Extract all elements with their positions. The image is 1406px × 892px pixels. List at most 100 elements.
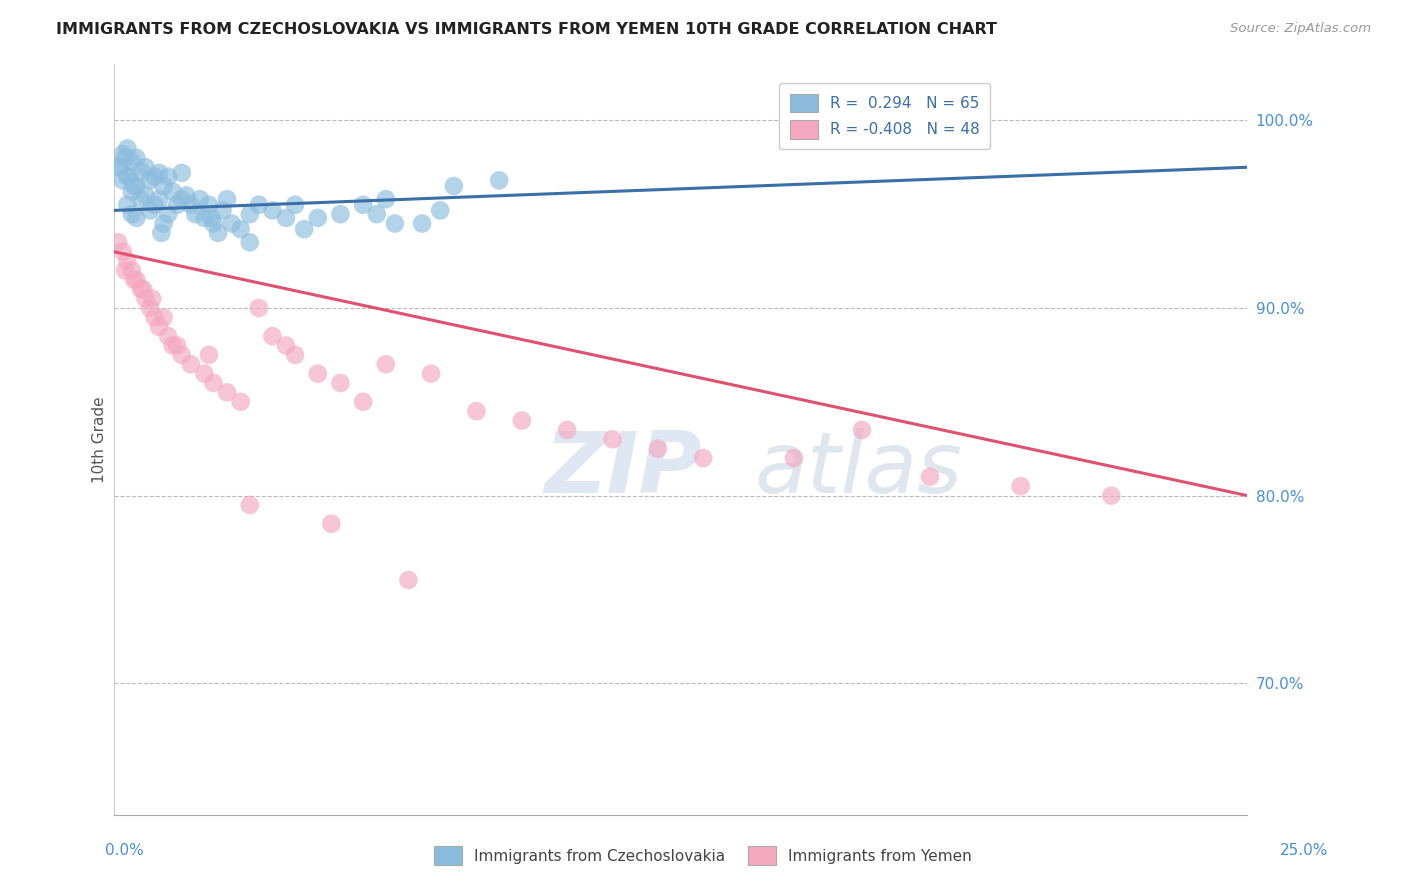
Point xyxy=(420,367,443,381)
Point xyxy=(157,329,180,343)
Point xyxy=(284,348,307,362)
Point xyxy=(247,198,270,212)
Point xyxy=(352,198,374,212)
Point xyxy=(122,179,145,194)
Point xyxy=(321,516,343,531)
Point xyxy=(384,217,406,231)
Point xyxy=(139,203,162,218)
Point xyxy=(139,173,162,187)
Point xyxy=(117,141,139,155)
Point xyxy=(239,498,262,512)
Point xyxy=(170,192,193,206)
Point xyxy=(125,151,148,165)
Text: atlas: atlas xyxy=(754,428,962,511)
Point xyxy=(107,235,129,250)
Point xyxy=(217,192,239,206)
Point xyxy=(262,329,284,343)
Point xyxy=(374,192,396,206)
Point xyxy=(117,169,139,184)
Point xyxy=(184,207,207,221)
Point xyxy=(851,423,873,437)
Point xyxy=(193,211,215,225)
Point xyxy=(229,222,252,236)
Point xyxy=(157,169,180,184)
Point xyxy=(152,179,174,194)
Point xyxy=(152,217,174,231)
Text: Source: ZipAtlas.com: Source: ZipAtlas.com xyxy=(1230,22,1371,36)
Point xyxy=(602,432,624,446)
Point xyxy=(918,470,941,484)
Point xyxy=(111,244,134,259)
Point xyxy=(692,451,714,466)
Point xyxy=(274,338,297,352)
Point xyxy=(307,211,329,225)
Point xyxy=(114,151,136,165)
Point xyxy=(229,394,252,409)
Point xyxy=(329,207,352,221)
Point xyxy=(132,282,155,296)
Point xyxy=(202,376,225,390)
Point xyxy=(398,573,420,587)
Point xyxy=(239,207,262,221)
Point xyxy=(117,254,139,268)
Point xyxy=(239,235,262,250)
Point xyxy=(374,357,396,371)
Point xyxy=(488,173,510,187)
Text: 25.0%: 25.0% xyxy=(1281,843,1329,858)
Point xyxy=(141,292,163,306)
Point xyxy=(143,310,166,325)
Point xyxy=(170,166,193,180)
Point xyxy=(162,185,184,199)
Point xyxy=(111,147,134,161)
Point xyxy=(180,357,202,371)
Point xyxy=(125,179,148,194)
Point xyxy=(465,404,488,418)
Point xyxy=(207,226,229,240)
Point xyxy=(129,192,152,206)
Point xyxy=(111,173,134,187)
Point xyxy=(121,185,143,199)
Point xyxy=(157,207,180,221)
Point xyxy=(148,192,170,206)
Point xyxy=(152,310,174,325)
Point xyxy=(110,161,132,175)
Point xyxy=(1010,479,1032,493)
Point xyxy=(307,367,329,381)
Point xyxy=(121,154,143,169)
Text: ZIP: ZIP xyxy=(544,428,702,511)
Point xyxy=(122,273,145,287)
Point xyxy=(117,198,139,212)
Point xyxy=(148,166,170,180)
Point xyxy=(1099,489,1122,503)
Point xyxy=(134,188,156,202)
Point xyxy=(217,385,239,400)
Point xyxy=(555,423,578,437)
Point xyxy=(143,198,166,212)
Point xyxy=(411,217,433,231)
Point xyxy=(134,161,156,175)
Point xyxy=(247,301,270,315)
Point xyxy=(443,179,465,194)
Text: IMMIGRANTS FROM CZECHOSLOVAKIA VS IMMIGRANTS FROM YEMEN 10TH GRADE CORRELATION C: IMMIGRANTS FROM CZECHOSLOVAKIA VS IMMIGR… xyxy=(56,22,997,37)
Point xyxy=(366,207,388,221)
Point xyxy=(170,348,193,362)
Text: 0.0%: 0.0% xyxy=(105,843,145,858)
Point xyxy=(193,367,215,381)
Point xyxy=(150,226,173,240)
Point xyxy=(107,161,129,175)
Point xyxy=(647,442,669,456)
Point xyxy=(188,192,211,206)
Point xyxy=(121,207,143,221)
Point xyxy=(166,338,188,352)
Point xyxy=(118,169,141,184)
Point xyxy=(429,203,451,218)
Point xyxy=(352,394,374,409)
Point xyxy=(198,348,221,362)
Point xyxy=(510,413,533,427)
Point xyxy=(143,169,166,184)
Point xyxy=(121,263,143,277)
Point xyxy=(329,376,352,390)
Y-axis label: 10th Grade: 10th Grade xyxy=(93,396,107,483)
Point xyxy=(211,203,233,218)
Point xyxy=(180,198,202,212)
